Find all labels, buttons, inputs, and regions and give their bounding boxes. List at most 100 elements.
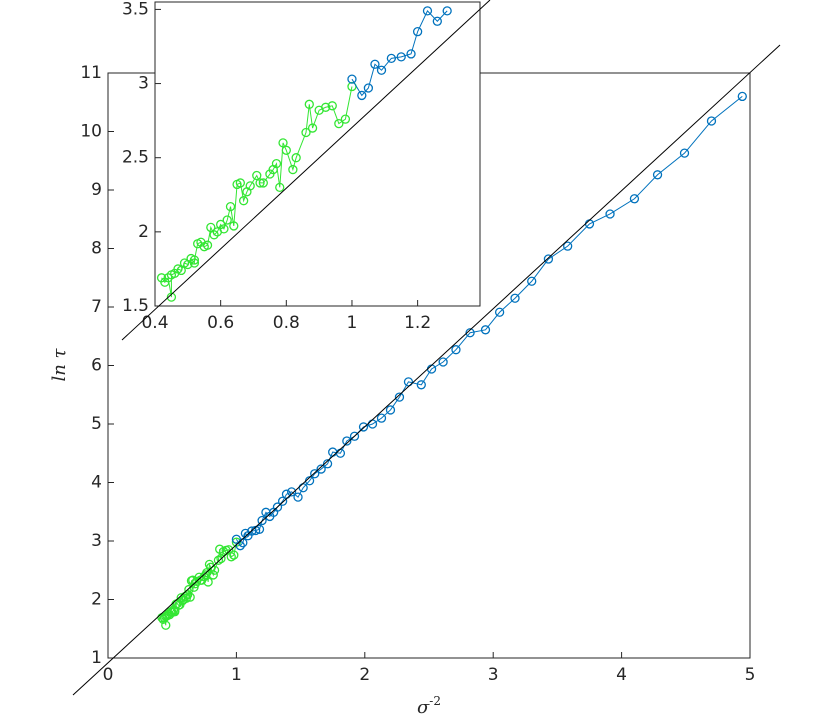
y-tick-label: 7 (91, 297, 102, 317)
marker (258, 178, 268, 188)
marker (254, 524, 265, 534)
x-tick-label: 1.2 (404, 313, 431, 333)
marker (271, 158, 282, 169)
marker (386, 53, 397, 64)
x-tick-label: 0.8 (273, 313, 300, 333)
marker (327, 101, 337, 111)
marker (679, 148, 690, 158)
y-tick-label: 4 (91, 473, 102, 493)
marker (465, 328, 475, 338)
y-tick-label: 5 (91, 414, 102, 434)
marker (222, 215, 232, 225)
reference-line (72, 44, 781, 696)
marker (451, 345, 461, 355)
marker (416, 380, 426, 390)
marker (403, 377, 414, 387)
marker (202, 240, 213, 250)
marker (182, 590, 193, 600)
inset-frame (154, 1, 481, 307)
marker (213, 555, 224, 565)
marker (394, 392, 405, 402)
marker (376, 65, 387, 75)
marker (176, 265, 186, 276)
marker (442, 6, 452, 16)
marker (385, 405, 396, 415)
y-tick-label: 1.5 (122, 296, 149, 316)
x-tick-label: 0 (103, 665, 114, 685)
marker (189, 255, 200, 265)
y-tick-label: 9 (91, 180, 102, 200)
x-tick-label: 1 (231, 665, 242, 685)
y-tick-label: 2 (138, 222, 149, 242)
marker (208, 570, 218, 580)
marker (396, 52, 406, 62)
x-tick-label: 1 (347, 313, 358, 333)
marker (605, 209, 615, 219)
marker (543, 254, 554, 264)
marker (257, 515, 267, 526)
marker (255, 178, 265, 188)
marker (304, 99, 314, 109)
marker (412, 27, 423, 37)
marker (438, 357, 448, 367)
marker (316, 464, 326, 474)
marker (363, 83, 374, 93)
marker (321, 102, 331, 112)
x-tick-label: 4 (616, 665, 627, 685)
marker (349, 431, 360, 441)
marker (281, 145, 291, 155)
x-tick-label: 0.4 (141, 313, 168, 333)
marker (277, 496, 288, 506)
marker (245, 181, 255, 191)
marker (629, 194, 640, 204)
marker (310, 469, 320, 479)
marker (340, 114, 351, 124)
marker (185, 592, 195, 602)
marker (347, 74, 357, 84)
marker (737, 91, 747, 102)
marker (209, 565, 220, 575)
inset-reference-line (121, 0, 491, 341)
marker (229, 550, 239, 560)
marker (229, 221, 239, 231)
marker (527, 276, 537, 286)
y-tick-label: 2.5 (122, 148, 149, 168)
marker (706, 116, 717, 126)
y-tick-label: 8 (91, 239, 102, 259)
marker (357, 90, 367, 101)
inset-axes: 0.4 0.6 0.8 1 1.2 1.5 2 2.5 3 3.5 (122, 0, 481, 333)
x-tick-label: 5 (745, 665, 756, 685)
marker (510, 293, 520, 303)
y-tick-label: 3.5 (122, 0, 149, 19)
marker (480, 325, 491, 335)
marker (376, 413, 387, 423)
marker (238, 196, 249, 206)
x-tick-label: 3 (488, 665, 499, 685)
marker (342, 436, 352, 446)
marker (272, 502, 283, 512)
marker (278, 138, 288, 148)
marker (286, 487, 297, 497)
x-axis-label: σ-2 (417, 694, 441, 719)
y-tick-label: 6 (91, 356, 102, 376)
marker (235, 178, 246, 188)
y-tick-label: 1 (91, 648, 102, 668)
marker (203, 577, 213, 587)
marker (206, 222, 216, 233)
y-tick-label: 3 (138, 74, 149, 94)
marker (370, 59, 380, 69)
marker (563, 241, 573, 251)
x-label-base: σ (417, 697, 430, 718)
marker (307, 123, 318, 133)
marker (226, 552, 236, 562)
marker (301, 127, 311, 138)
marker (291, 153, 301, 163)
marker (166, 292, 177, 302)
y-tick-label: 2 (91, 590, 102, 610)
y-tick-label: 10 (80, 122, 102, 142)
marker (252, 170, 262, 181)
marker (161, 620, 171, 630)
x-tick-label: 0.6 (207, 313, 234, 333)
marker (406, 49, 416, 59)
marker (652, 170, 663, 180)
